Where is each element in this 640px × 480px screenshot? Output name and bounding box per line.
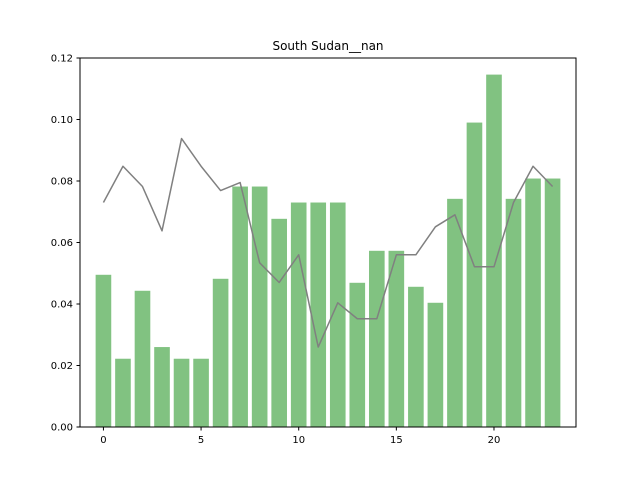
y-tick-label-6: 0.12	[51, 54, 73, 65]
bar-23	[544, 178, 561, 427]
bar-15	[388, 250, 405, 427]
bar-13	[349, 282, 366, 427]
bar-2	[134, 290, 151, 427]
y-tick-label-3: 0.06	[51, 238, 73, 249]
bar-17	[427, 302, 444, 427]
x-axis: 0 5 10 15 20	[100, 427, 500, 446]
bar-4	[173, 358, 190, 427]
x-tick-label-15: 15	[390, 435, 403, 446]
bar-22	[525, 178, 541, 427]
line-layer	[102, 137, 554, 348]
bar-21	[505, 198, 522, 427]
bar-8	[251, 186, 268, 427]
x-tick-label-10: 10	[292, 435, 305, 446]
y-tick-label-1: 0.02	[51, 361, 73, 372]
line-series	[102, 137, 554, 348]
bar-12	[329, 202, 346, 427]
bar-11	[310, 202, 327, 427]
y-tick-label-0: 0.00	[51, 423, 73, 434]
bar-7	[232, 186, 248, 427]
bars-layer	[95, 74, 561, 427]
x-tick-label-0: 0	[100, 435, 106, 446]
bar-10	[290, 202, 307, 427]
y-axis: 0.00 0.02 0.04 0.06 0.08 0.10 0.12	[51, 54, 80, 434]
bar-19	[466, 122, 483, 427]
y-tick-label-2: 0.04	[51, 300, 73, 311]
x-tick-label-5: 5	[198, 435, 204, 446]
bar-18	[447, 198, 463, 427]
bar-20	[486, 74, 502, 427]
bar-0	[95, 274, 112, 427]
bar-6	[212, 278, 229, 427]
bar-1	[115, 358, 131, 427]
bar-5	[193, 358, 209, 427]
y-tick-label-4: 0.08	[51, 177, 73, 188]
bar-16	[408, 286, 424, 427]
bar-14	[369, 250, 385, 427]
chart-title: South Sudan__nan	[272, 39, 383, 53]
y-tick-label-5: 0.10	[51, 115, 73, 126]
bar-3	[154, 347, 170, 427]
x-tick-label-20: 20	[488, 435, 501, 446]
bar-9	[271, 218, 287, 427]
